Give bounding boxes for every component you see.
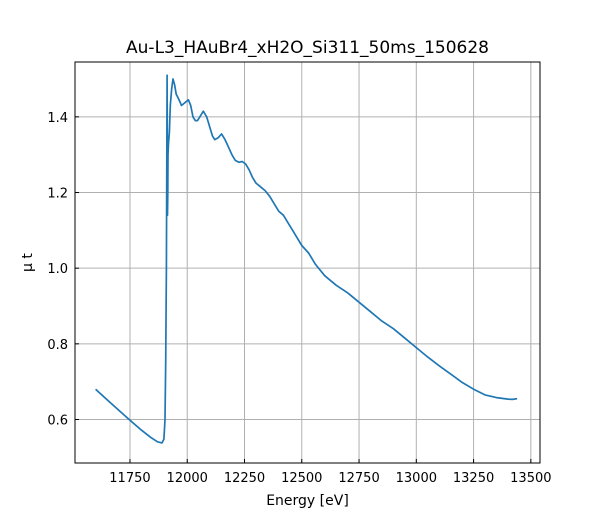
y-tick-label: 1.2 <box>47 187 68 202</box>
x-tick-label: 12000 <box>167 471 208 486</box>
x-tick-label: 12750 <box>338 471 379 486</box>
x-tick-label: 11750 <box>109 471 150 486</box>
y-axis-label: μ t <box>20 253 36 272</box>
x-tick-label: 13500 <box>510 471 551 486</box>
x-tick-label: 12500 <box>281 471 322 486</box>
x-tick-label: 12250 <box>224 471 265 486</box>
y-tick-label: 0.8 <box>47 338 68 353</box>
plot-frame <box>74 61 541 464</box>
x-tick-label: 13000 <box>396 471 437 486</box>
y-tick-label: 1.0 <box>47 262 68 277</box>
chart-title: Au-L3_HAuBr4_xH2O_Si311_50ms_150628 <box>126 38 489 58</box>
series-layer <box>95 74 518 444</box>
x-axis-label: Energy [eV] <box>266 493 349 509</box>
tick-layer: 11750 12000 12250 12500 12750 13000 13250 13500… <box>47 111 551 486</box>
y-tick-label: 1.4 <box>47 111 68 126</box>
x-tick-label: 13250 <box>453 471 494 486</box>
grid-layer <box>75 62 540 463</box>
series-line <box>95 74 518 444</box>
y-tick-label: 0.6 <box>47 413 68 428</box>
